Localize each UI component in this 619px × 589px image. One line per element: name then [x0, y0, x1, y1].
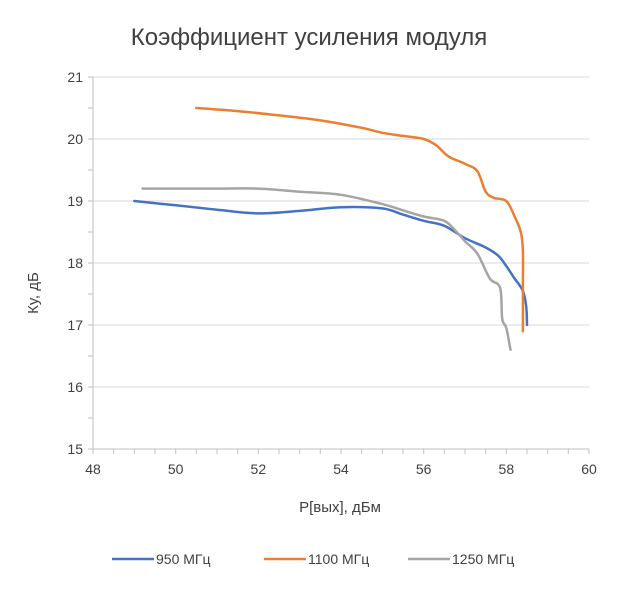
x-tick-label: 50 — [168, 461, 184, 477]
x-tick-label: 60 — [581, 461, 597, 477]
x-tick-label: 48 — [85, 461, 101, 477]
y-tick-label: 16 — [67, 379, 83, 395]
chart-title: Коэффициент усиления модуля — [131, 24, 488, 51]
y-tick-label: 19 — [67, 193, 83, 209]
x-tick-label: 56 — [416, 461, 432, 477]
grid-layer — [93, 76, 589, 388]
x-tick-label: 54 — [333, 461, 349, 477]
y-tick-label: 15 — [67, 441, 83, 457]
x-axis-title: P[вых], дБм — [299, 499, 381, 516]
series-line-0 — [133, 199, 529, 327]
legend-label-2: 1250 МГц — [452, 551, 514, 567]
y-tick-label: 21 — [67, 69, 83, 85]
legend-label-0: 950 МГц — [156, 551, 211, 567]
series-line-1 — [195, 106, 525, 333]
series-line-2 — [141, 187, 512, 352]
y-tick-label: 20 — [67, 131, 83, 147]
axes-layer — [88, 76, 590, 454]
y-tick-label: 18 — [67, 255, 83, 271]
y-axis-title: Ку, дБ — [25, 272, 42, 314]
x-tick-label: 58 — [499, 461, 515, 477]
legend: 950 МГц 1100 МГц 1250 МГц — [112, 551, 514, 567]
series-layer — [133, 106, 529, 352]
y-tick-label: 17 — [67, 317, 83, 333]
legend-label-1: 1100 МГц — [308, 551, 369, 567]
tick-labels: 15 16 17 18 19 20 21 48 50 52 54 56 58 60 — [67, 69, 597, 477]
x-tick-label: 52 — [251, 461, 267, 477]
